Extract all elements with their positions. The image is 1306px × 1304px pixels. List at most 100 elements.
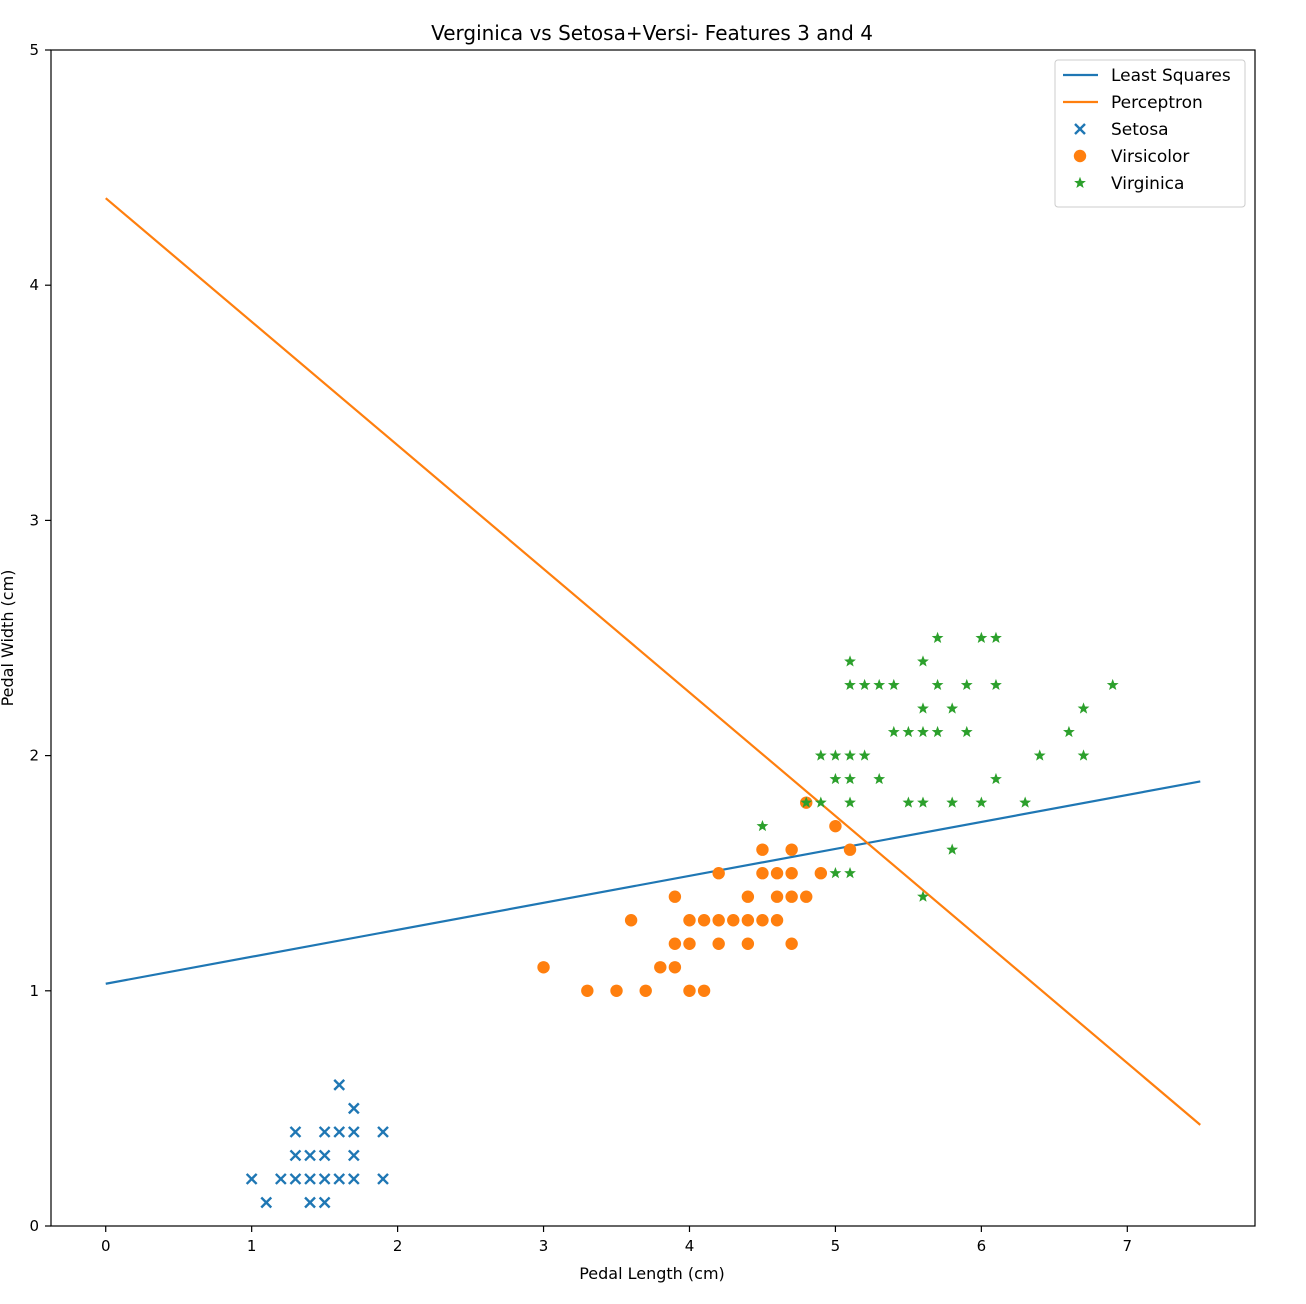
x-tick-label: 6 [977,1237,987,1255]
point-virginica [844,796,856,808]
point-virginica [1063,725,1075,738]
point-virsicolor [785,867,798,880]
point-setosa [377,1126,389,1138]
point-virginica [844,655,856,667]
point-virsicolor [683,984,696,997]
point-virginica [829,772,842,785]
point-virginica [829,867,842,879]
point-virginica [1077,749,1090,761]
series-virginica [756,631,1119,902]
legend-swatch-virginica [1074,176,1086,189]
point-virginica [844,867,856,879]
y-tick-label: 2 [29,747,39,765]
point-virsicolor [814,867,828,880]
x-tick-label: 1 [247,1237,257,1255]
y-tick-label: 3 [29,511,39,529]
point-virsicolor [712,867,725,880]
point-virginica [975,631,988,644]
point-setosa [318,1173,331,1185]
point-virginica [946,843,959,855]
axes-frame [50,49,1256,1227]
point-virsicolor [785,843,798,856]
point-virsicolor [756,914,769,927]
point-virsicolor [770,867,784,880]
x-tick-label: 5 [831,1237,841,1255]
point-virginica [844,678,856,691]
point-virginica [931,725,944,738]
point-setosa [304,1149,316,1162]
point-virginica [902,796,915,808]
point-virginica [990,772,1002,785]
point-virsicolor [843,843,857,856]
point-virginica [917,702,929,714]
point-virginica [887,725,900,738]
point-setosa [304,1173,316,1185]
point-virginica [844,772,856,785]
legend-label-perceptron: Perceptron [1111,93,1203,113]
point-setosa [275,1173,287,1185]
point-virsicolor [756,867,769,880]
point-setosa [377,1173,389,1185]
point-virginica [814,749,827,761]
point-virsicolor [741,890,755,903]
point-virsicolor [712,914,725,927]
point-virginica [917,655,929,667]
point-virginica [990,631,1002,644]
point-virginica [1106,678,1119,691]
point-virsicolor [697,984,711,997]
point-virginica [844,749,856,761]
point-virginica [858,749,871,761]
axis-ticks: 0 1 2 3 4 5 6 7 0 1 2 3 4 5 [29,41,1132,1255]
legend: Least Squares Perceptron Setosa Virsicolor V… [1054,59,1246,208]
chart-title: Verginica vs Setosa+Versi- Features 3 an… [431,21,873,45]
point-virginica [946,796,959,808]
point-setosa [318,1196,331,1209]
point-virginica [960,678,973,691]
point-virsicolor [741,914,755,927]
point-virsicolor [697,914,711,927]
point-virsicolor [668,961,682,974]
point-virginica [946,702,959,714]
point-virsicolor [712,937,725,950]
point-virsicolor [668,937,682,950]
x-tick-label: 4 [685,1237,695,1255]
point-virsicolor [785,937,798,950]
x-axis-label: Pedal Length (cm) [579,1264,725,1283]
point-virsicolor [683,937,696,950]
point-virsicolor [537,961,550,974]
y-tick-label: 0 [29,1217,39,1235]
point-virsicolor [581,984,594,997]
line-least-squares [105,780,1201,985]
point-setosa [289,1126,302,1138]
point-setosa [347,1149,360,1162]
point-virginica [975,796,988,808]
y-tick-label: 4 [29,276,39,294]
point-setosa [347,1102,360,1115]
point-setosa [245,1173,258,1185]
point-virginica [800,796,813,808]
x-tick-label: 2 [393,1237,403,1255]
point-virginica [814,796,827,808]
point-setosa [289,1173,302,1185]
x-tick-label: 0 [101,1237,111,1255]
legend-swatch-virsicolor [1073,149,1087,163]
x-tick-label: 3 [539,1237,549,1255]
point-virginica [960,725,973,738]
legend-label-setosa: Setosa [1111,120,1169,140]
point-setosa [333,1079,346,1091]
point-setosa [318,1126,331,1138]
point-setosa [347,1126,360,1138]
point-virsicolor [668,890,682,903]
y-tick-label: 1 [29,982,39,1000]
point-virginica [990,678,1002,691]
point-virginica [1019,796,1032,808]
legend-label-least-squares: Least Squares [1111,66,1231,86]
point-setosa [333,1126,346,1138]
point-virsicolor [741,937,755,950]
point-virsicolor [770,914,784,927]
x-tick-label: 7 [1123,1237,1133,1255]
point-setosa [347,1173,360,1185]
series-setosa [245,1079,389,1209]
